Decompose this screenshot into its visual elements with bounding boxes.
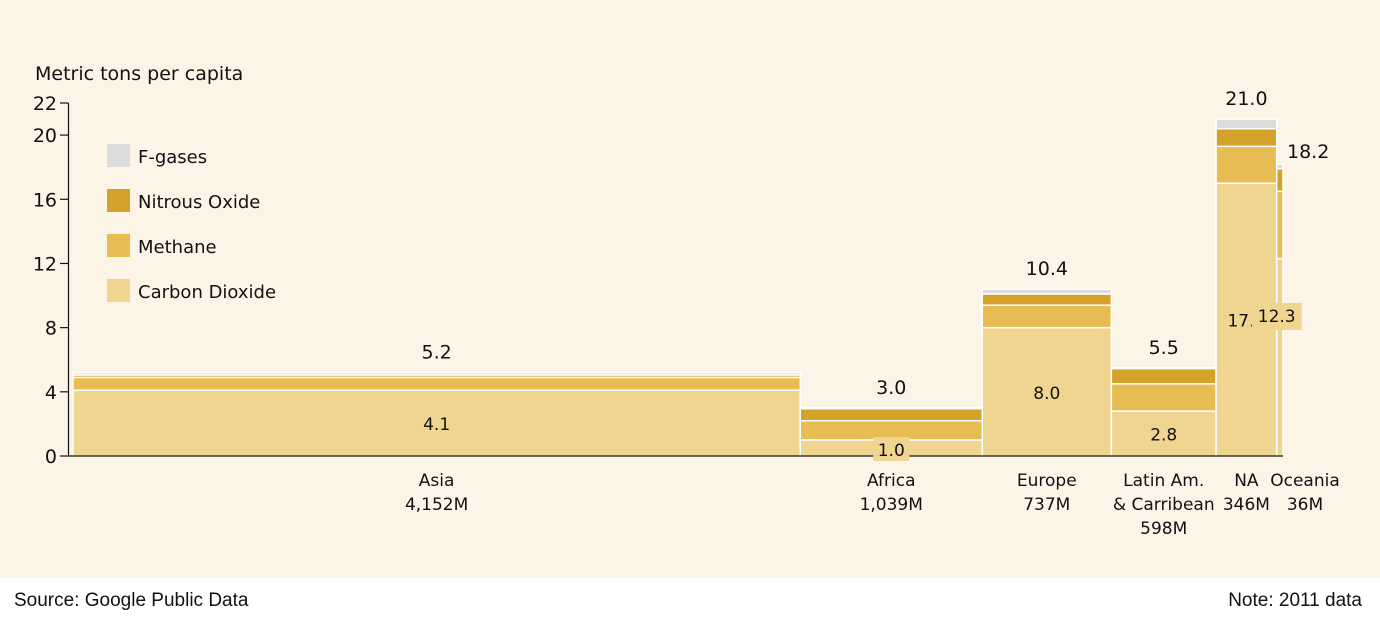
co2-label-3: 2.8	[1150, 426, 1177, 446]
bar-segment-methane-0	[72, 376, 802, 391]
category-label-3-1: & Carribean	[1113, 495, 1215, 515]
legend-label-3: Carbon Dioxide	[138, 282, 276, 303]
y-axis-label: Metric tons per capita	[35, 63, 243, 85]
y-tick-label-20: 20	[33, 125, 57, 147]
bar-segment-methane-3	[1110, 383, 1217, 412]
legend-label-1: Nitrous Oxide	[138, 192, 260, 213]
co2-label-bg-5	[1251, 302, 1302, 330]
population-label-4: 346M	[1223, 495, 1270, 515]
bar-segment-methane-5	[1275, 190, 1284, 260]
co2-label-0: 4.1	[423, 415, 450, 435]
bar-segment-fgas-1	[799, 407, 984, 410]
bar-segment-fgas-5	[1275, 163, 1284, 170]
co2-label-bg-1	[873, 436, 910, 461]
y-tick-label-12: 12	[33, 253, 57, 275]
chart-footer: Source: Google Public Data Note: 2011 da…	[0, 578, 1380, 624]
bar-segment-co2-3	[1110, 410, 1217, 457]
source-text: Source: Google Public Data	[14, 590, 249, 611]
co2-label-1: 1.0	[878, 441, 905, 461]
bar-segment-fgas-4	[1215, 118, 1278, 130]
legend-swatch-0	[107, 144, 130, 167]
total-label-3: 5.5	[1149, 337, 1179, 359]
y-tick-label-22: 22	[33, 93, 57, 115]
bar-segment-fgas-2	[981, 288, 1113, 295]
category-label-5: Oceania	[1270, 471, 1340, 491]
y-tick-label-16: 16	[33, 189, 57, 211]
category-label-1: Africa	[867, 471, 916, 491]
total-label-1: 3.0	[876, 377, 906, 399]
chart-svg: Metric tons per capita 0 4 8 12 16 20 22 5.2 4.1 A…	[33, 63, 1340, 539]
category-label-2: Europe	[1017, 471, 1077, 491]
bar-segment-n2o-5	[1275, 168, 1284, 192]
chart-panel: Metric tons per capita 0 4 8 12 16 20 22 5.2 4.1 A…	[0, 0, 1380, 578]
total-label-4: 21.0	[1225, 88, 1267, 110]
legend-swatch-2	[107, 234, 130, 257]
co2-label-2: 8.0	[1033, 384, 1060, 404]
bar-segment-n2o-3	[1110, 367, 1217, 385]
total-label-5: 18.2	[1287, 141, 1329, 163]
bar-segment-methane-2	[981, 304, 1113, 329]
bar-segment-methane-4	[1215, 145, 1278, 184]
population-label-2: 737M	[1023, 495, 1070, 515]
category-label-4: NA	[1234, 471, 1259, 491]
legend-swatch-1	[107, 189, 130, 212]
bar-segment-n2o-1	[799, 407, 984, 422]
legend-label-0: F-gases	[138, 147, 207, 168]
legend-label-2: Methane	[138, 237, 217, 258]
category-label-0: Asia	[419, 471, 455, 491]
bar-segment-n2o-2	[981, 293, 1113, 306]
total-label-0: 5.2	[422, 342, 452, 364]
bar-segment-co2-5	[1275, 257, 1284, 457]
y-tick-label-0: 0	[45, 446, 57, 468]
bar-segment-co2-0	[72, 389, 802, 457]
y-tick-label-8: 8	[45, 318, 57, 340]
bar-segment-n2o-4	[1215, 127, 1278, 148]
population-label-1: 1,039M	[860, 495, 923, 515]
category-label-3-0: Latin Am.	[1123, 471, 1204, 491]
population-label-5: 36M	[1287, 495, 1323, 515]
legend-swatch-3	[107, 279, 130, 302]
population-label-3: 598M	[1140, 519, 1187, 539]
note-text: Note: 2011 data	[1228, 590, 1362, 611]
bar-segment-fgas-3	[1110, 367, 1217, 370]
y-tick-label-4: 4	[45, 382, 57, 404]
co2-label-5: 12.3	[1258, 307, 1296, 327]
total-label-2: 10.4	[1026, 258, 1068, 280]
bar-segment-fgas-0	[72, 371, 802, 376]
population-label-0: 4,152M	[405, 495, 468, 515]
bar-segment-co2-2	[981, 326, 1113, 457]
